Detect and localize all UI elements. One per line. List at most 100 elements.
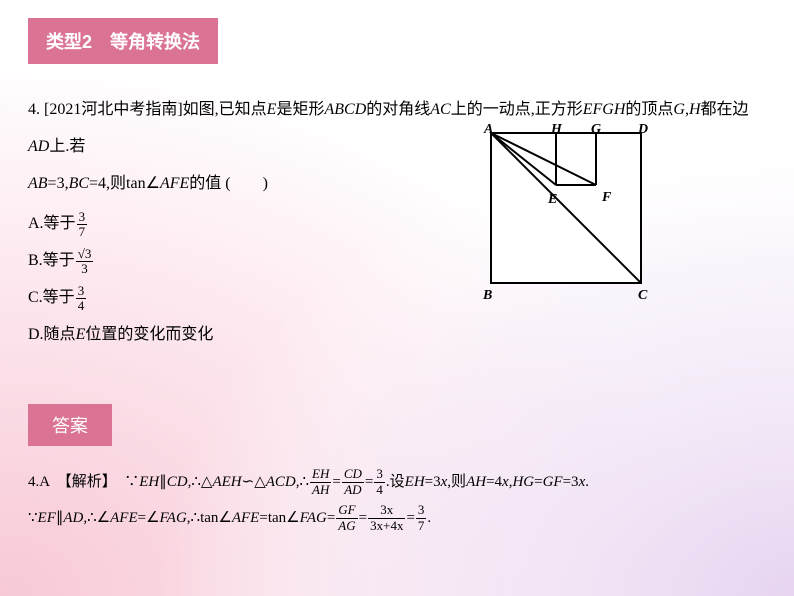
sol-text: =3 xyxy=(563,474,579,490)
frac-num: EH xyxy=(310,467,331,482)
frac-num: CD xyxy=(342,467,364,482)
sol-text: ,∴∠ xyxy=(83,510,110,526)
problem-text: =3, xyxy=(48,175,69,192)
var-BC: BC xyxy=(69,175,89,192)
frac-num: GF xyxy=(336,503,357,518)
sol-text: ,∴ xyxy=(296,474,309,490)
sol-eq: = xyxy=(359,510,367,526)
sol-var: FAG xyxy=(300,510,327,526)
label-G: G xyxy=(591,114,601,146)
var-EFGH: EFGH xyxy=(583,101,626,118)
sol-var: AFE xyxy=(110,510,138,526)
frac-b-num: √3 xyxy=(76,247,94,262)
solution-block: 4.A 【解析】 ∵EH∥CD,∴△AEH∽△ACD,∴EHAH=CDAD=34… xyxy=(28,464,766,536)
geometry-figure: A H G D E F B C xyxy=(476,118,656,298)
label-E: E xyxy=(548,184,557,216)
var-H: H xyxy=(689,101,701,118)
frac-gf-ag: GFAG xyxy=(336,503,357,533)
label-F: F xyxy=(602,182,611,214)
var-E: E xyxy=(267,101,277,118)
problem-text: 的值 ( ) xyxy=(189,175,268,192)
sol-text: =∠ xyxy=(138,510,160,526)
frac-cd-ad: CDAD xyxy=(342,467,364,497)
sol-text: 4.A 【解析】 ∵ xyxy=(28,474,139,490)
opt-a-pre: A.等于 xyxy=(28,215,76,232)
sol-eq: = xyxy=(365,474,373,490)
frac-num: 3x xyxy=(368,503,405,518)
option-d: D.随点E位置的变化而变化 xyxy=(28,317,766,354)
sol-eq: = xyxy=(406,510,414,526)
frac-3-7: 37 xyxy=(416,503,427,533)
sol-var: HG xyxy=(512,474,534,490)
problem-text: 是矩形 xyxy=(276,101,324,118)
frac-den: 4 xyxy=(374,483,385,497)
sol-text: .设 xyxy=(386,474,405,490)
frac-den: 7 xyxy=(416,519,427,533)
answer-header: 答案 xyxy=(28,404,112,446)
label-C: C xyxy=(638,280,647,312)
frac-num: 3 xyxy=(416,503,427,518)
solution-line-1: 4.A 【解析】 ∵EH∥CD,∴△AEH∽△ACD,∴EHAH=CDAD=34… xyxy=(28,464,766,500)
frac-3x-7x: 3x3x+4x xyxy=(368,503,405,533)
var-AFE: AFE xyxy=(160,175,189,192)
sol-var: EH xyxy=(405,474,425,490)
frac-den: AG xyxy=(336,519,357,533)
sol-text: ∥ xyxy=(159,474,167,490)
var-AC: AC xyxy=(430,101,450,118)
label-D: D xyxy=(638,114,648,146)
problem-text: 4. [2021河北中考指南]如图,已知点 xyxy=(28,101,267,118)
problem-text: 都在边 xyxy=(701,101,749,118)
sol-text: = xyxy=(534,474,542,490)
sol-text: . xyxy=(427,510,431,526)
frac-eh-ah: EHAH xyxy=(310,467,331,497)
problem-text: 的顶点 xyxy=(625,101,673,118)
sol-text: ,∴tan∠ xyxy=(187,510,232,526)
frac-b: √33 xyxy=(76,247,94,277)
sol-var: ACD xyxy=(266,474,296,490)
sol-eq: = xyxy=(332,474,340,490)
problem-text: 上的一动点,正方形 xyxy=(451,101,583,118)
sol-var: AH xyxy=(466,474,486,490)
sol-text: =tan∠ xyxy=(259,510,299,526)
frac-a-num: 3 xyxy=(77,210,88,225)
frac-a-den: 7 xyxy=(77,225,88,239)
frac-c-den: 4 xyxy=(76,299,87,313)
problem-text: 上.若 xyxy=(49,138,85,155)
opt-d-tail: 位置的变化而变化 xyxy=(85,326,213,343)
solution-line-2: ∵EF∥AD,∴∠AFE=∠FAG,∴tan∠AFE=tan∠FAG=GFAG=… xyxy=(28,500,766,536)
frac-a: 37 xyxy=(77,210,88,240)
problem-text: 的对角线 xyxy=(366,101,430,118)
sol-var: AFE xyxy=(232,510,260,526)
frac-c: 34 xyxy=(76,284,87,314)
sol-text: ∵ xyxy=(28,510,38,526)
sol-var: AEH xyxy=(212,474,241,490)
sol-var: CD xyxy=(167,474,188,490)
type-header: 类型2 等角转换法 xyxy=(28,18,218,64)
problem-block: 4. [2021河北中考指南]如图,已知点E是矩形ABCD的对角线AC上的一动点… xyxy=(28,92,766,354)
sol-text: ,则 xyxy=(447,474,466,490)
sol-text: =4 xyxy=(486,474,502,490)
opt-d-var: E xyxy=(76,326,86,343)
sol-text: ,∴△ xyxy=(188,474,213,490)
opt-c-pre: C.等于 xyxy=(28,289,75,306)
sol-var: GF xyxy=(543,474,563,490)
var-AB: AB xyxy=(28,175,48,192)
sol-var: EF xyxy=(38,510,56,526)
opt-d-pre: D.随点 xyxy=(28,326,76,343)
sol-text: =3 xyxy=(425,474,441,490)
sol-var: x xyxy=(502,474,509,490)
sol-text: ∽ xyxy=(242,474,255,490)
label-B: B xyxy=(483,280,492,312)
sol-text: . xyxy=(585,474,589,490)
sol-var: EH xyxy=(139,474,159,490)
sol-var: FAG xyxy=(160,510,187,526)
opt-b-pre: B.等于 xyxy=(28,252,75,269)
frac-c-num: 3 xyxy=(76,284,87,299)
sol-var: AD xyxy=(63,510,83,526)
frac-3-4: 34 xyxy=(374,467,385,497)
frac-den: AD xyxy=(342,483,364,497)
label-A: A xyxy=(484,114,493,146)
frac-den: AH xyxy=(310,483,331,497)
frac-b-den: 3 xyxy=(76,262,94,276)
label-H: H xyxy=(551,114,562,146)
